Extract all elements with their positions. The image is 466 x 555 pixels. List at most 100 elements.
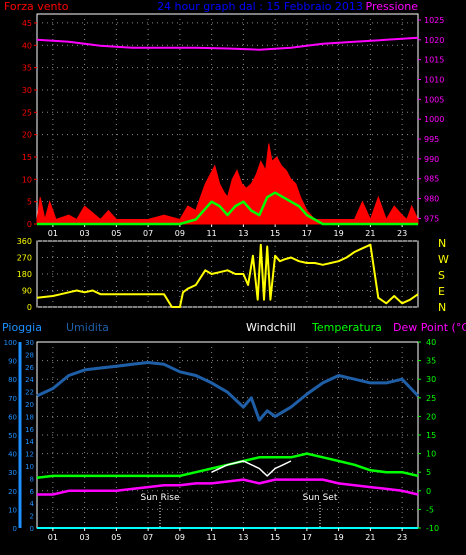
wind-gust-series: [36, 143, 419, 225]
compass-label: N: [438, 301, 446, 314]
pressure-tick-label: 1005: [424, 95, 444, 104]
wind-tick-label: 15: [22, 153, 32, 162]
humidity-tick-label: 20: [25, 401, 34, 409]
rain-tick-label: 10: [8, 506, 17, 514]
temperature-tick-label: -10: [426, 524, 439, 533]
humidity-tick-label: 10: [25, 463, 34, 471]
dewpoint-series: [37, 478, 419, 496]
x-tick-label: 21: [365, 533, 375, 542]
wind-direction-grid: [37, 240, 418, 308]
legend-dewpoint: Dew Point (°C): [393, 321, 466, 334]
temperature-tick-label: 40: [426, 338, 436, 347]
legend-windchill: Windchill: [246, 321, 296, 334]
pressure-tick-label: 1025: [424, 16, 444, 25]
wind-tick-label: 20: [22, 131, 32, 140]
x-tick-label: 21: [365, 229, 375, 238]
x-tick-label: 19: [334, 533, 344, 542]
x-tick-label: 01: [48, 229, 58, 238]
pressure-tick-label: 1000: [424, 115, 444, 124]
compass-label: S: [438, 269, 445, 282]
humidity-tick-label: 6: [30, 488, 35, 496]
legend-humidity: Umidita: [66, 321, 109, 334]
x-tick-label: 23: [397, 533, 407, 542]
humidity-tick-label: 28: [25, 351, 34, 359]
x-tick-label: 15: [270, 229, 280, 238]
legend-rain: Pioggia: [2, 321, 42, 334]
x-tick-label: 09: [175, 533, 185, 542]
humidity-tick-label: 2: [30, 513, 34, 521]
temperature-tick-label: 35: [426, 357, 436, 366]
rain-tick-label: 90: [8, 358, 17, 366]
x-tick-label: 17: [302, 229, 312, 238]
humidity-tick-label: 26: [25, 364, 34, 372]
sun-markers: Sun Rise Sun Set: [141, 493, 338, 528]
pressure-series: [36, 36, 419, 51]
pressure-tick-label: 1010: [424, 76, 444, 85]
temperature-time-axis: 01 03 05 07 09 11 13 15 17 19 21 23: [48, 528, 407, 542]
humidity-tick-label: 8: [30, 475, 34, 483]
pressure-title: Pressione: [366, 0, 419, 13]
x-tick-label: 07: [143, 229, 153, 238]
x-tick-label: 15: [270, 533, 280, 542]
wind-direction-series: [36, 243, 419, 308]
rain-axis: 0 10 20 30 40 50 60 70 80 90 100: [4, 339, 22, 533]
rain-tick-label: 70: [8, 395, 17, 403]
direction-tick-label: 180: [17, 270, 32, 279]
sunrise-label: Sun Rise: [141, 493, 180, 503]
temperature-humidity-series: [36, 361, 420, 496]
rain-tick-label: 30: [8, 469, 17, 477]
wind-pressure-time-axis: 01 03 05 07 09 11 13 15 17 19 21 23: [48, 224, 407, 238]
rain-tick-label: 40: [8, 451, 17, 459]
humidity-tick-label: 22: [25, 389, 34, 397]
humidity-tick-label: 4: [30, 500, 35, 508]
pressure-tick-label: 985: [424, 175, 439, 184]
x-tick-label: 17: [302, 533, 312, 542]
x-tick-label: 11: [207, 229, 217, 238]
x-tick-label: 03: [80, 229, 90, 238]
pressure-axis: 975 980 985 990 995 1000 1005 1010 1015 1020 1025: [418, 16, 444, 223]
temperature-legend: Pioggia Umidita Windchill Temperatura De…: [2, 321, 466, 334]
temperature-tick-label: 30: [426, 375, 436, 384]
rain-tick-label: 0: [13, 525, 17, 533]
x-tick-label: 13: [238, 533, 248, 542]
temperature-tick-label: 5: [426, 468, 431, 477]
direction-tick-label: 360: [17, 237, 32, 246]
wind-tick-label: 10: [22, 175, 32, 184]
windchill-series: [211, 460, 292, 477]
wind-tick-label: 25: [22, 108, 32, 117]
wind-tick-label: 5: [27, 198, 32, 207]
humidity-tick-label: 18: [25, 413, 34, 421]
x-tick-label: 13: [238, 229, 248, 238]
temperature-tick-label: -5: [426, 505, 434, 514]
temperature-tick-label: 10: [426, 450, 436, 459]
compass-label: W: [438, 253, 449, 266]
wind-direction-degree-axis: 0 90 180 270 360: [17, 237, 32, 312]
x-tick-label: 11: [207, 533, 217, 542]
wind-tick-label: 0: [27, 220, 32, 229]
pressure-tick-label: 995: [424, 135, 439, 144]
direction-tick-label: 270: [17, 254, 32, 263]
rain-tick-label: 60: [8, 413, 17, 421]
humidity-tick-label: 24: [25, 376, 34, 384]
rain-tick-label: 80: [8, 376, 17, 384]
x-tick-label: 05: [111, 533, 121, 542]
wind-average-series: [37, 191, 418, 226]
temperature-tick-label: 20: [426, 412, 436, 421]
rain-tick-label: 20: [8, 488, 17, 496]
pressure-tick-label: 990: [424, 155, 439, 164]
sunset-label: Sun Set: [303, 493, 338, 503]
temperature-axis: -10 -5 0 5 10 15 20 25 30 35 40: [37, 338, 439, 533]
direction-tick-label: 90: [22, 287, 32, 296]
temperature-tick-label: 25: [426, 394, 436, 403]
wind-tick-label: 40: [22, 41, 32, 50]
graph-date-title: 24 hour graph dal : 15 Febbraio 2013: [157, 0, 363, 13]
x-tick-label: 09: [175, 229, 185, 238]
wind-tick-label: 35: [22, 64, 32, 73]
wind-tick-label: 30: [22, 86, 32, 95]
